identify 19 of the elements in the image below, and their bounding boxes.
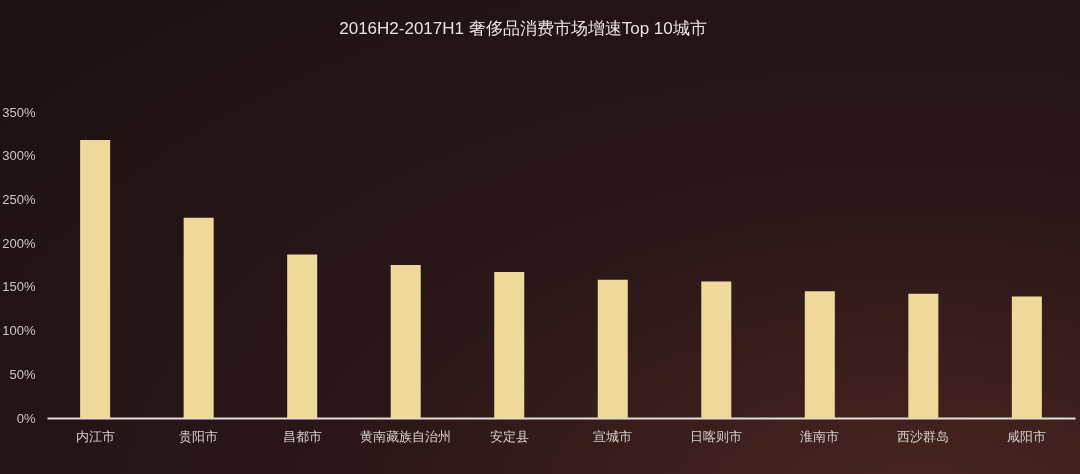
x-tick-label: 宣城市 (593, 428, 633, 444)
x-tick-label: 淮南市 (800, 428, 840, 444)
x-tick-label: 黄南藏族自治州 (360, 428, 452, 444)
x-tick-label: 贵阳市 (179, 428, 219, 444)
x-tick-label: 内江市 (75, 428, 115, 444)
y-tick-label: 0% (16, 410, 36, 426)
y-tick-label: 250% (2, 191, 36, 207)
x-tick-label: 咸阳市 (1007, 428, 1047, 444)
x-tick-label: 西沙群岛 (897, 428, 950, 444)
y-tick-label: 150% (2, 279, 36, 295)
x-tick-label: 日喀则市 (690, 428, 743, 444)
y-tick-label: 50% (9, 366, 36, 382)
y-tick-label: 100% (2, 323, 36, 339)
y-tick-label: 300% (2, 148, 36, 164)
x-tick-label: 昌都市 (282, 428, 322, 444)
x-tick-label: 安定县 (489, 428, 529, 444)
y-tick-label: 200% (2, 235, 36, 251)
chart-title: 2016H2-2017H1 奢侈品消费市场增速Top 10城市 (339, 19, 707, 38)
y-tick-label: 350% (2, 104, 36, 120)
